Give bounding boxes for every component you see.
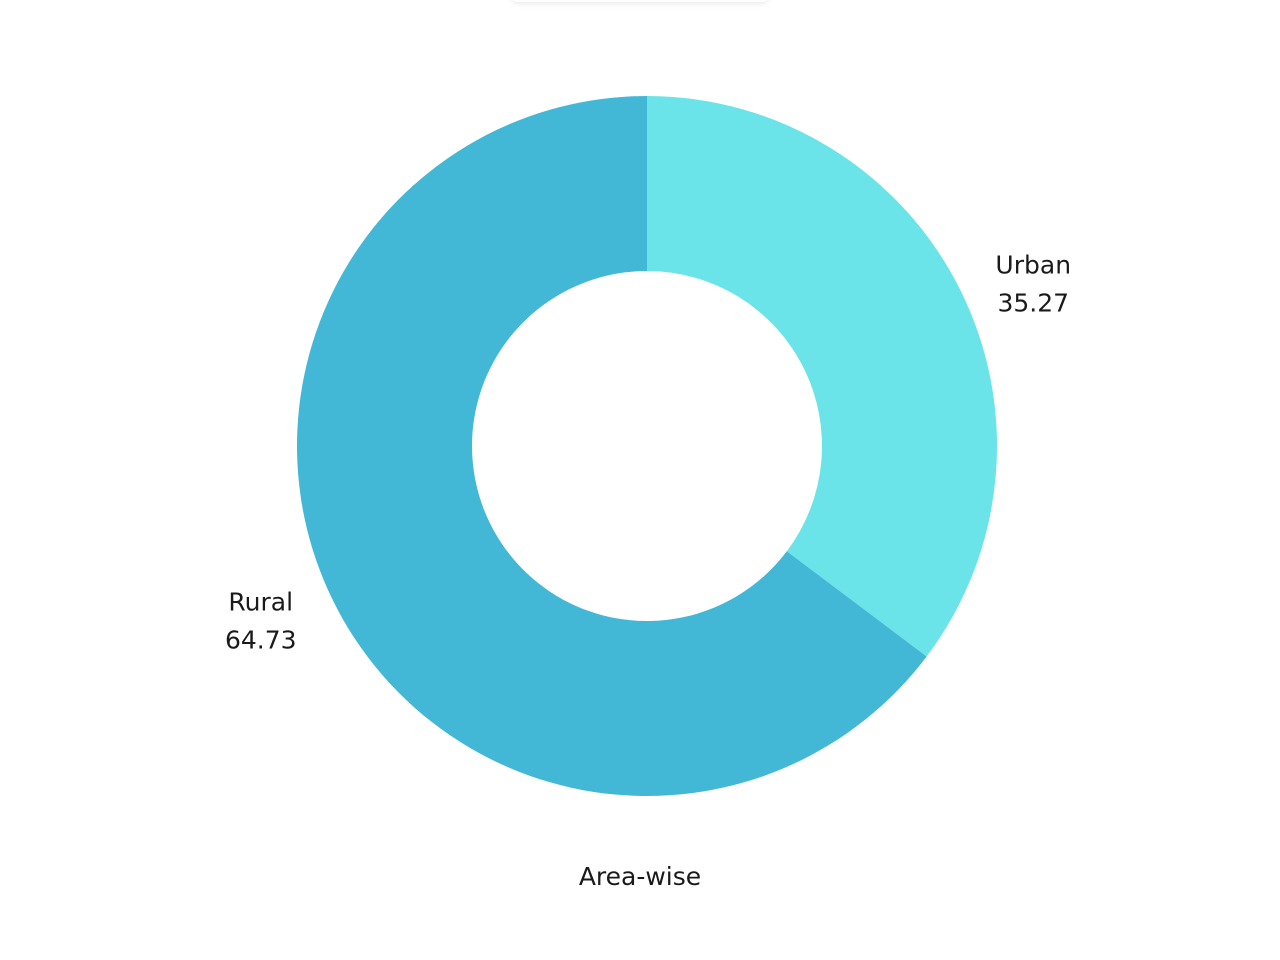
- slices-group: [296, 96, 997, 796]
- slice-rural: [296, 96, 927, 796]
- slice-value-urban: 35.27: [997, 288, 1069, 317]
- slice-label-rural: Rural: [228, 588, 293, 617]
- slice-label-urban: Urban: [995, 250, 1071, 279]
- top-tab-shadow: [512, 0, 768, 2]
- labels-group: Urban 35.27 Rural 64.73: [225, 250, 1071, 654]
- slice-value-rural: 64.73: [225, 626, 297, 655]
- chart-caption: Area-wise: [578, 862, 702, 891]
- slice-urban: [647, 96, 997, 657]
